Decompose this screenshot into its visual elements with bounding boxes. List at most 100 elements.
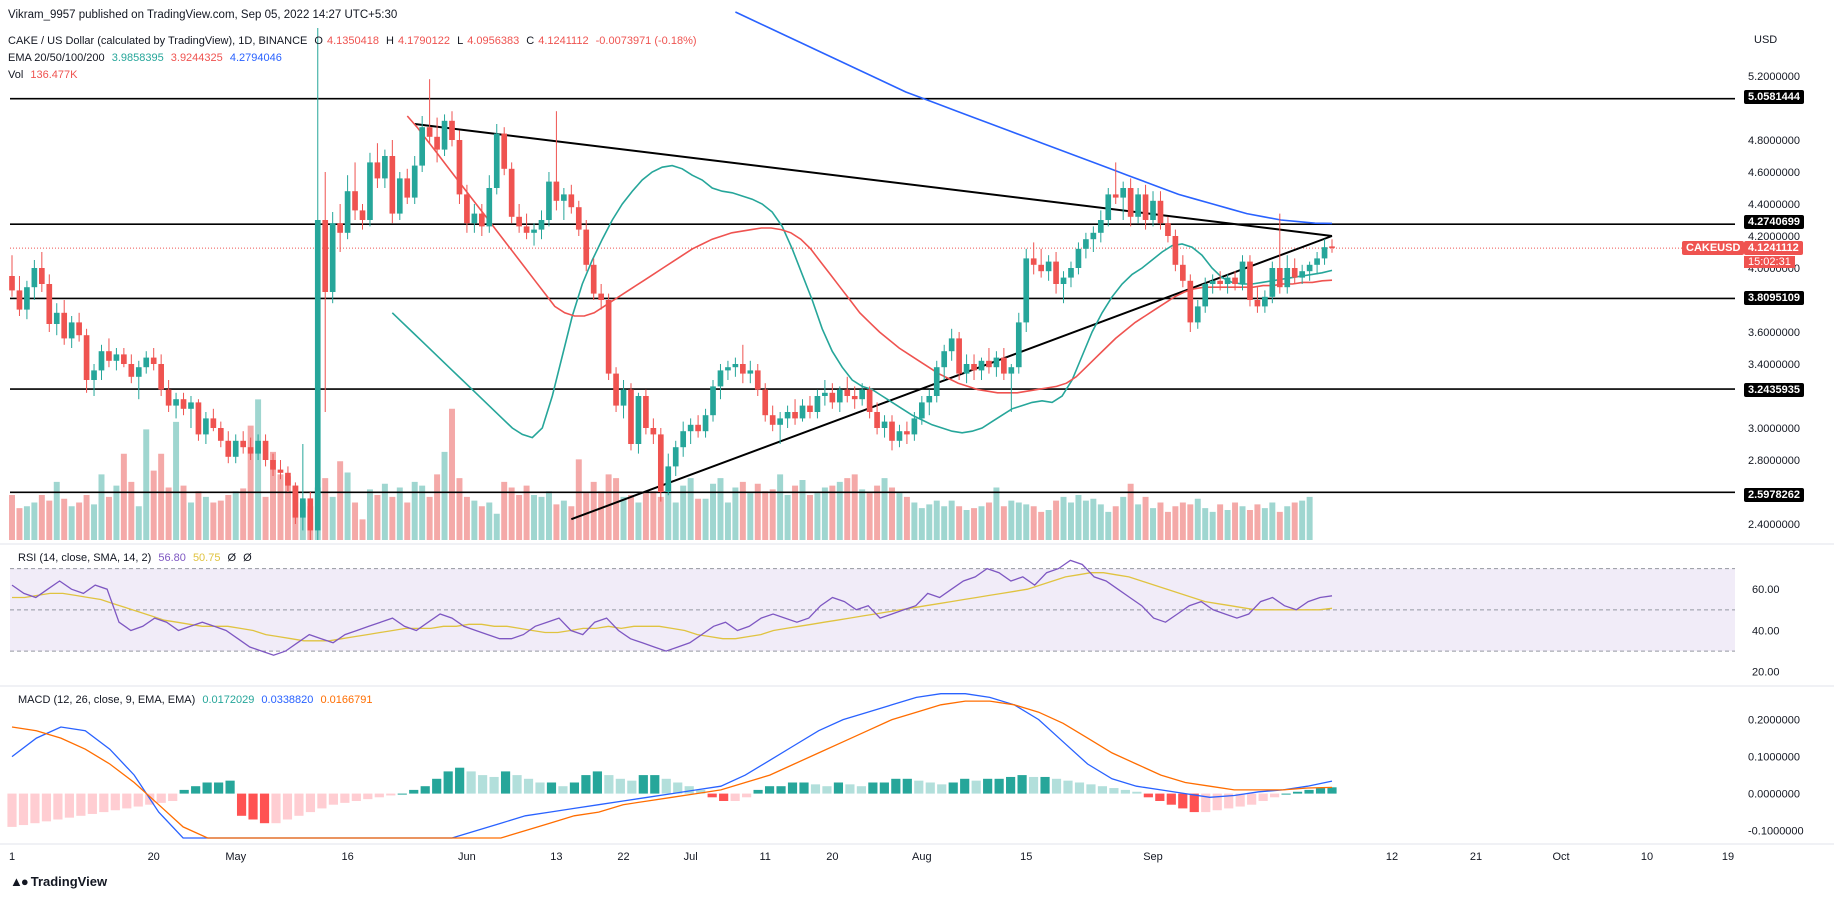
time-tick-label: 22 <box>617 851 629 863</box>
candle-body <box>501 133 508 169</box>
volume-bar <box>985 502 992 540</box>
macd-hist-bar <box>523 778 534 794</box>
volume-bar <box>1135 504 1142 540</box>
volume-bar <box>210 502 217 540</box>
candle-body <box>1030 258 1037 265</box>
candle-body <box>1083 239 1089 249</box>
candle-body <box>478 213 485 227</box>
macd-hist-bar <box>1281 793 1291 795</box>
candle-body <box>1247 261 1253 300</box>
volume-bar <box>896 493 903 540</box>
candle-body <box>620 389 627 406</box>
candle-body <box>1224 277 1231 284</box>
candle-body <box>1142 194 1149 220</box>
candles <box>9 28 1335 540</box>
volume-bar <box>941 506 948 540</box>
volume-bar <box>255 399 262 540</box>
rsi-panel <box>10 559 1735 656</box>
candle-body <box>76 322 82 336</box>
volume-bar <box>46 500 53 540</box>
candle-body <box>434 136 440 150</box>
volume-bar <box>1269 502 1276 540</box>
macd-hist-bar <box>1258 793 1268 801</box>
volume-bar <box>1261 508 1268 540</box>
macd-hist-bar <box>340 793 350 803</box>
price-tick-label: 3.0000000 <box>1748 423 1800 435</box>
macd-hist-bar <box>1247 793 1257 805</box>
candle-body <box>613 373 619 406</box>
macd-hist-bar <box>443 771 453 794</box>
candle-body <box>971 364 977 371</box>
level-badge-3809: 3.8095109 <box>1744 291 1804 305</box>
ohlc-c-label: C <box>526 35 535 47</box>
countdown-badge: 15:02:31 <box>1744 256 1795 268</box>
macd-hist-bar <box>363 793 373 800</box>
macd-tick-label: -0.1000000 <box>1748 826 1804 838</box>
volume-bar <box>784 495 791 540</box>
candle-body <box>337 223 343 233</box>
candle-body <box>986 360 992 368</box>
candle-body <box>680 431 687 448</box>
time-tick-label: 16 <box>341 851 353 863</box>
candle-body <box>471 213 478 224</box>
macd-hist-bar <box>374 793 384 798</box>
macd-hist-bar <box>673 782 683 794</box>
candle-body <box>121 354 127 364</box>
volume-bar <box>1105 511 1112 540</box>
volume-bar <box>441 451 448 540</box>
volume-bar <box>322 478 329 540</box>
candle-body <box>322 220 329 292</box>
volume-bar <box>665 481 672 540</box>
macd-hist-bar <box>110 793 120 811</box>
macd-hist-bar <box>856 786 866 794</box>
macd-hist-bar <box>466 771 476 794</box>
volume-bar <box>993 487 1000 540</box>
volume-bar <box>1172 506 1179 540</box>
macd-hist-bar <box>122 793 132 809</box>
time-tick-label: 21 <box>1470 851 1482 863</box>
candle-body <box>106 351 112 361</box>
price-tick-label: 5.2000000 <box>1748 71 1800 83</box>
candle-body <box>702 415 709 432</box>
grid-lines <box>0 543 1834 845</box>
candle-body <box>799 405 806 419</box>
volume-bar <box>120 453 127 540</box>
volume-bar <box>128 481 135 540</box>
volume-bar <box>1030 506 1037 540</box>
candle-body <box>1202 284 1209 307</box>
macd-hist-bar <box>661 778 671 794</box>
volume-bar <box>538 496 545 540</box>
candle-body <box>881 421 888 428</box>
candle-body <box>657 434 664 492</box>
volume-bar <box>657 496 664 540</box>
volume-bar <box>1239 506 1246 540</box>
volume-bar <box>1157 502 1164 540</box>
volume-bar <box>523 485 530 540</box>
candle-body <box>583 229 590 265</box>
volume-bar <box>1120 496 1127 540</box>
candle-body <box>426 127 433 137</box>
volume-bar <box>188 502 194 540</box>
macd-hist-bar <box>776 786 786 794</box>
volume-bar <box>366 489 373 540</box>
macd-hist-bar <box>1304 789 1314 794</box>
volume-bar <box>1097 504 1104 540</box>
macd-panel <box>7 693 1337 839</box>
volume-bar <box>1045 510 1052 540</box>
volume-bar <box>359 519 366 540</box>
macd-hist-bar <box>500 771 511 794</box>
candle-body <box>247 447 254 454</box>
macd-hist-value: 0.0172029 <box>202 694 255 706</box>
volume-bar <box>240 488 247 540</box>
candle-body <box>314 220 321 531</box>
volume-bar <box>1224 510 1231 540</box>
candle-body <box>374 162 381 179</box>
volume-bar <box>710 483 716 540</box>
candle-body <box>516 216 522 227</box>
candle-body <box>1306 264 1313 272</box>
volume-bar <box>352 502 359 540</box>
volume-bar <box>486 502 493 540</box>
macd-hist-bar <box>684 786 694 794</box>
rsi-value: 56.80 <box>158 552 186 564</box>
rsi-sma-value: 50.75 <box>192 552 221 564</box>
